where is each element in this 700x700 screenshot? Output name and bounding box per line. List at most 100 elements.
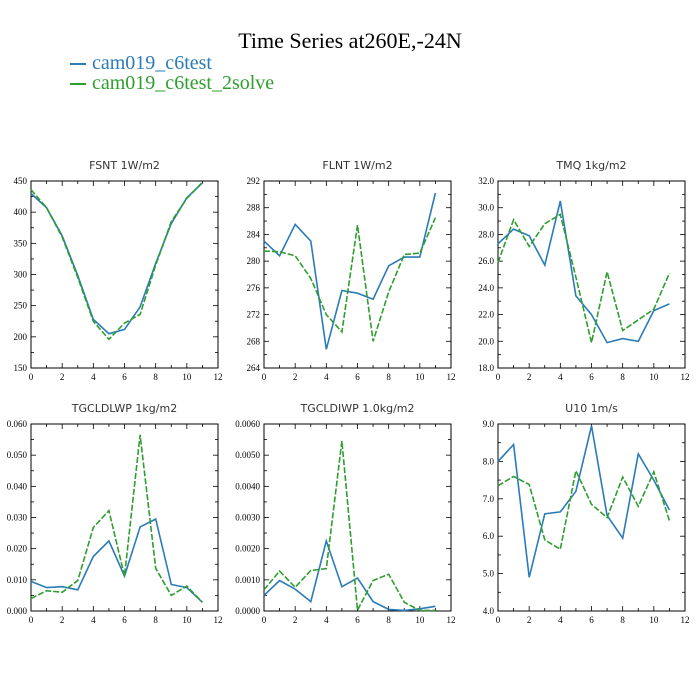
x-tick-label: 4 <box>324 615 329 625</box>
y-tick-label: 280 <box>247 256 261 266</box>
series-line-1 <box>263 192 437 350</box>
x-tick-label: 2 <box>60 372 65 382</box>
y-tick-label: 0.020 <box>7 544 28 554</box>
x-tick-label: 8 <box>153 615 158 625</box>
y-tick-label: 400 <box>14 207 28 217</box>
y-tick-label: 4.0 <box>483 606 495 616</box>
x-tick-label: 12 <box>681 615 690 625</box>
y-tick-label: 22.0 <box>478 310 494 320</box>
series-line-2 <box>263 217 437 342</box>
y-tick-label: 5.0 <box>483 569 495 579</box>
y-tick-label: 7.0 <box>483 494 495 504</box>
plot-frame <box>263 180 452 369</box>
y-tick-label: 0.040 <box>7 481 28 491</box>
series-line-2 <box>497 468 671 551</box>
chart-panel-4: TGCLDLWP 1kg/m2 0 2 4 6 8 10 12 0.000 0.010 0.020 0… <box>7 402 223 625</box>
y-tick-label: 200 <box>14 332 28 342</box>
y-tick-label: 0.060 <box>7 419 28 429</box>
x-tick-label: 2 <box>60 615 65 625</box>
x-tick-label: 4 <box>91 615 96 625</box>
legend-entry-1: cam019_c6test <box>70 52 212 75</box>
plot-frame <box>30 180 219 369</box>
y-tick-label: 284 <box>247 229 261 239</box>
panel-title: TGCLDIWP 1.0kg/m2 <box>299 402 414 415</box>
x-tick-label: 8 <box>620 372 625 382</box>
chart-panel-5: TGCLDIWP 1.0kg/m2 0 2 4 6 8 10 12 0.0000 0.0010 0.… <box>235 402 455 625</box>
y-tick-label: 9.0 <box>483 419 495 429</box>
y-tick-label: 0.0040 <box>235 481 260 491</box>
series-line-2 <box>30 181 203 341</box>
plot-frame <box>497 423 686 612</box>
legend-label: cam019_c6test_2solve <box>92 72 275 94</box>
x-tick-label: 12 <box>214 372 223 382</box>
x-tick-label: 8 <box>386 372 391 382</box>
series-line-2 <box>497 213 671 343</box>
x-tick-label: 6 <box>355 372 360 382</box>
y-tick-label: 292 <box>247 176 261 186</box>
x-tick-label: 0 <box>262 372 267 382</box>
series-line-1 <box>263 538 436 612</box>
x-tick-label: 4 <box>558 372 563 382</box>
x-tick-label: 12 <box>447 372 456 382</box>
y-tick-label: 0.0050 <box>235 450 260 460</box>
x-tick-label: 12 <box>447 615 456 625</box>
y-tick-label: 6.0 <box>483 531 495 541</box>
series-line-1 <box>30 182 203 335</box>
x-tick-label: 0 <box>29 615 34 625</box>
x-tick-label: 4 <box>558 615 563 625</box>
x-tick-label: 6 <box>122 372 127 382</box>
y-tick-label: 150 <box>14 363 28 373</box>
figure-title: Time Series at260E,-24N <box>238 28 462 53</box>
y-tick-label: 0.010 <box>7 575 28 585</box>
x-tick-label: 2 <box>527 372 532 382</box>
y-tick-label: 250 <box>14 301 28 311</box>
x-tick-label: 10 <box>649 372 659 382</box>
x-tick-label: 10 <box>182 372 192 382</box>
legend-entry-2: cam019_c6test_2solve <box>70 72 274 95</box>
chart-panel-2: FLNT 1W/m2 0 2 4 6 8 10 12 264 268 272 276 280 284 288… <box>247 159 456 382</box>
x-tick-label: 6 <box>122 615 127 625</box>
x-tick-label: 8 <box>620 615 625 625</box>
y-tick-label: 26.0 <box>478 256 494 266</box>
y-tick-label: 28.0 <box>478 229 494 239</box>
x-tick-label: 8 <box>153 372 158 382</box>
y-tick-label: 32.0 <box>478 176 494 186</box>
y-tick-label: 0.030 <box>7 513 28 523</box>
y-tick-label: 24.0 <box>478 283 494 293</box>
chart-panel-6: U10 1m/s 0 2 4 6 8 10 12 4.0 5.0 6.0 7.0 8.0 9.0 <box>483 402 690 625</box>
y-tick-label: 268 <box>247 336 261 346</box>
y-tick-label: 0.0020 <box>235 544 260 554</box>
y-tick-label: 450 <box>14 176 28 186</box>
legend-line-icon <box>70 63 86 66</box>
y-tick-label: 0.050 <box>7 450 28 460</box>
series-line-1 <box>30 517 203 603</box>
panel-title: FSNT 1W/m2 <box>89 159 160 172</box>
y-tick-label: 288 <box>247 203 261 213</box>
x-tick-label: 0 <box>496 372 501 382</box>
x-tick-label: 10 <box>649 615 659 625</box>
x-tick-label: 10 <box>182 615 192 625</box>
x-tick-label: 6 <box>589 615 594 625</box>
x-tick-label: 10 <box>415 372 425 382</box>
y-tick-label: 350 <box>14 238 28 248</box>
x-tick-label: 2 <box>293 372 298 382</box>
legend-line-icon <box>70 83 86 86</box>
y-tick-label: 18.0 <box>478 363 494 373</box>
y-tick-label: 300 <box>14 270 28 280</box>
x-tick-label: 2 <box>293 615 298 625</box>
x-tick-label: 4 <box>324 372 329 382</box>
x-tick-label: 2 <box>527 615 532 625</box>
y-tick-label: 8.0 <box>483 456 495 466</box>
x-tick-label: 8 <box>386 615 391 625</box>
x-tick-label: 0 <box>496 615 501 625</box>
y-tick-label: 0.0000 <box>235 606 260 616</box>
y-tick-label: 272 <box>247 310 261 320</box>
legend-label: cam019_c6test <box>92 52 212 74</box>
x-tick-label: 12 <box>214 615 223 625</box>
panel-title: U10 1m/s <box>565 402 618 415</box>
x-tick-label: 10 <box>415 615 425 625</box>
x-tick-label: 0 <box>29 372 34 382</box>
y-tick-label: 30.0 <box>478 203 494 213</box>
y-tick-label: 0.000 <box>7 606 28 616</box>
